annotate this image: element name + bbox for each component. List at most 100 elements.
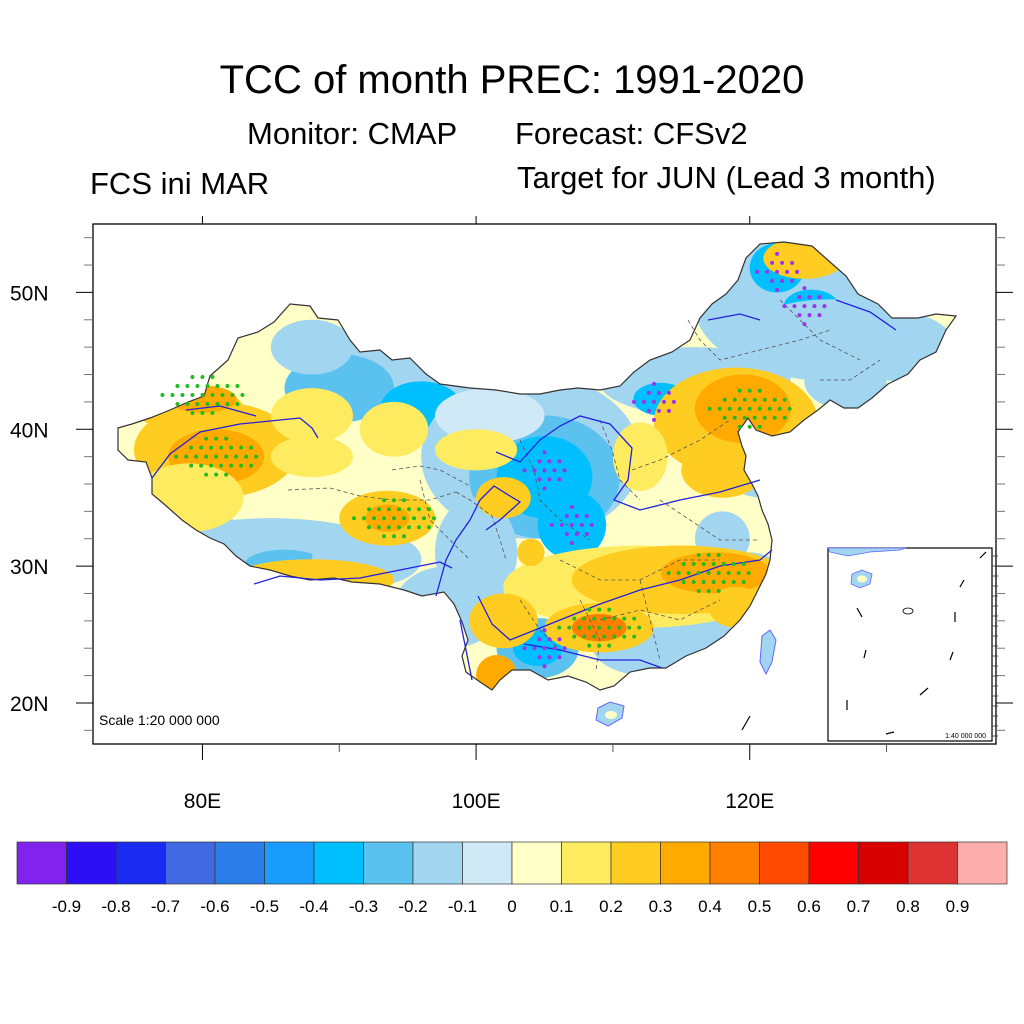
y-tick-label: 30N — [10, 556, 49, 579]
tcc-contour-region — [270, 388, 354, 443]
significance-stipples — [160, 251, 827, 669]
stipple-dot — [612, 634, 617, 639]
colorbar-box — [858, 841, 909, 885]
stipple-dot — [817, 313, 822, 318]
stipple-dot — [802, 322, 807, 327]
stipple-dot — [607, 625, 612, 630]
river — [253, 561, 453, 585]
stipple-dot — [802, 286, 807, 291]
stipple-dot — [651, 381, 656, 386]
stipple-dot — [780, 278, 785, 283]
stipple-dot — [741, 579, 746, 584]
stipple-dot — [402, 516, 406, 521]
stipple-dot — [215, 384, 220, 389]
stipple-dot — [562, 468, 567, 473]
colorbar-box — [511, 841, 562, 885]
colorbar-label: 0 — [507, 897, 516, 916]
stipple-dot — [584, 514, 589, 519]
stipple-dot — [817, 295, 822, 300]
stipple-dot — [549, 523, 554, 528]
colorbar-label: -0.4 — [299, 897, 328, 916]
stipple-dot — [542, 646, 547, 651]
stipple-dot — [711, 561, 716, 566]
stipple-dot — [589, 523, 594, 528]
stipple-dot — [597, 625, 602, 630]
left-string: FCS ini MAR — [90, 166, 270, 201]
stipple-dot — [731, 561, 736, 566]
stipple-dot — [219, 463, 224, 468]
stipple-dot — [249, 445, 254, 450]
stipple-dot — [557, 459, 562, 464]
nine-dash-line-segment — [856, 607, 863, 618]
stipple-dot — [254, 454, 259, 459]
stipple-dot — [224, 454, 229, 459]
stipple-dot — [367, 507, 371, 512]
subtitle-forecast: Forecast: CFSv2 — [515, 116, 748, 151]
stipple-dot — [772, 415, 777, 420]
stipple-dot — [372, 516, 376, 521]
stipple-dot — [622, 634, 627, 639]
stipple-dot — [170, 393, 175, 398]
stipple-dot — [807, 313, 812, 318]
stipple-dot — [382, 516, 386, 521]
stipple-dot — [215, 402, 220, 407]
stipple-dot — [574, 514, 579, 519]
stipple-dot — [622, 616, 627, 621]
stipple-dot — [229, 445, 234, 450]
stipple-dot — [214, 436, 219, 441]
chart-title: TCC of month PREC: 1991-2020 — [219, 58, 805, 102]
stipple-dot — [757, 388, 762, 393]
tcc-contour-region — [434, 388, 545, 443]
tcc-contour-region — [719, 386, 775, 437]
stipple-dot — [552, 468, 557, 473]
tcc-contour-region — [270, 436, 354, 478]
stipple-dot — [195, 384, 200, 389]
colorbar-label: -0.6 — [200, 897, 229, 916]
province-boundary — [455, 491, 507, 561]
colorbar-label: 0.3 — [649, 897, 673, 916]
stipple-dot — [200, 375, 205, 380]
stipple-dot — [701, 579, 706, 584]
stipple-dot — [190, 375, 195, 380]
colorbar-label: -0.9 — [52, 897, 81, 916]
stipple-dot — [641, 399, 646, 404]
stipple-dot — [249, 463, 254, 468]
stipple-dot — [189, 445, 194, 450]
colorbar-box — [66, 841, 117, 885]
stipple-dot — [812, 304, 817, 309]
stipple-dot — [210, 393, 215, 398]
stipple-dot — [696, 570, 701, 575]
stipple-dot — [204, 472, 209, 477]
stipple-dot — [547, 637, 552, 642]
colorbar: -0.9 -0.8 -0.7 -0.6 -0.5 -0.4 -0.3 -0.2 -0.1 0 0.1… — [16, 841, 1008, 916]
stipple-dot — [742, 397, 747, 402]
stipple-dot — [597, 607, 602, 612]
colorbar-box — [264, 841, 315, 885]
stipple-dot — [587, 607, 592, 612]
stipple-dot — [205, 402, 210, 407]
subtitle-monitor: Monitor: CMAP — [247, 116, 458, 151]
province-boundary — [631, 419, 731, 471]
stipple-dot — [637, 625, 642, 630]
stipple-dot — [382, 498, 386, 503]
stipple-dot — [214, 454, 219, 459]
nine-dash-line-segment — [959, 579, 965, 588]
colorbar-label: 0.5 — [748, 897, 772, 916]
tcc-contour-region — [681, 442, 764, 498]
stipple-dot — [707, 406, 712, 411]
river — [435, 485, 522, 597]
stipple-dot — [807, 295, 812, 300]
stipple-dot — [240, 393, 245, 398]
colorbar-box — [363, 841, 414, 885]
stipple-dot — [607, 607, 612, 612]
stipple-dot — [559, 523, 564, 528]
stipple-dot — [785, 269, 790, 274]
stipple-dot — [412, 516, 416, 521]
stipple-dot — [572, 616, 577, 621]
stipple-dot — [209, 463, 214, 468]
nine-dash-line-segment — [863, 649, 867, 659]
stipple-dot — [671, 399, 676, 404]
stipple-dot — [795, 269, 800, 274]
stipple-dot — [656, 408, 661, 413]
